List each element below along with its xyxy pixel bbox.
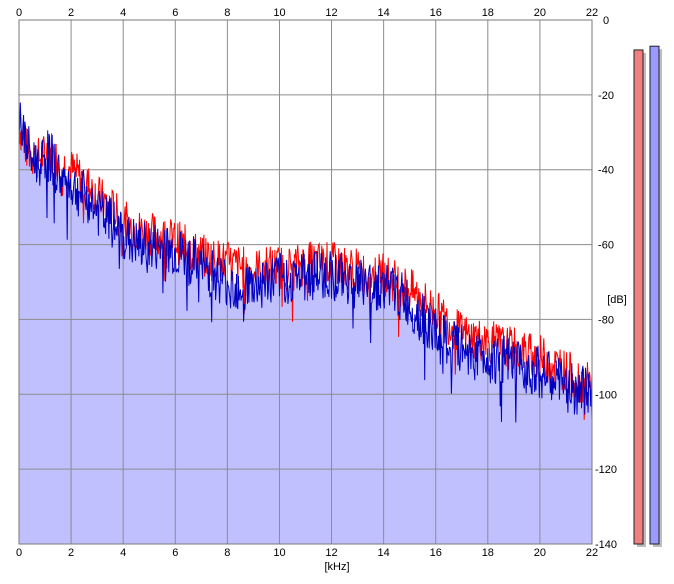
x-tick-label-top: 20: [534, 7, 546, 19]
y-tick-label: -40: [598, 165, 614, 177]
x-tick-label-bottom: 10: [273, 547, 285, 559]
x-tick-label-bottom: 14: [378, 547, 390, 559]
x-tick-label-bottom: 4: [120, 547, 126, 559]
series-lines: [18, 102, 593, 423]
x-tick-label-top: 10: [273, 7, 285, 19]
x-tick-label-bottom: 16: [430, 547, 442, 559]
x-tick-label-top: 0: [16, 7, 22, 19]
x-axis-bottom-ticks: 0 2 4 6 8 10 12 14 16 18 20 22: [16, 547, 598, 559]
y-axis-title: [dB]: [607, 294, 627, 306]
x-tick-label-bottom: 0: [16, 547, 22, 559]
spectrum-fill: [19, 102, 592, 544]
x-tick-label-bottom: 2: [68, 547, 74, 559]
level-meter-left: [633, 49, 644, 545]
x-tick-label-top: 6: [172, 7, 178, 19]
x-tick-label-bottom: 12: [325, 547, 337, 559]
x-axis-top-ticks: 0 2 4 6 8 10 12 14 16 18 20 22: [16, 7, 598, 19]
level-meter-right: [649, 45, 660, 545]
plot-border: [18, 19, 593, 545]
y-tick-label: -140: [595, 539, 617, 551]
series-line-blue: [18, 102, 593, 423]
spectrum-fill-area: [19, 102, 592, 544]
y-tick-label: -80: [598, 314, 614, 326]
x-tick-label-top: 2: [68, 7, 74, 19]
x-tick-label-bottom: 22: [586, 547, 598, 559]
x-tick-label-top: 18: [482, 7, 494, 19]
y-tick-label: 0: [603, 15, 609, 27]
plot-frame: [18, 19, 593, 545]
x-tick-label-top: 4: [120, 7, 126, 19]
y-tick-label: -120: [595, 464, 617, 476]
x-tick-label-bottom: 20: [534, 547, 546, 559]
x-tick-label-top: 8: [224, 7, 230, 19]
y-tick-label: -100: [595, 389, 617, 401]
x-tick-label-top: 12: [325, 7, 337, 19]
x-tick-label-bottom: 8: [224, 547, 230, 559]
y-axis-ticks: 0 -20 -40 -60 -80 -100 -120 -140: [595, 15, 617, 551]
x-tick-label-bottom: 6: [172, 547, 178, 559]
x-tick-label-bottom: 18: [482, 547, 494, 559]
x-tick-label-top: 14: [378, 7, 390, 19]
y-tick-label: -60: [598, 240, 614, 252]
x-tick-label-top: 16: [430, 7, 442, 19]
x-tick-label-top: 22: [586, 7, 598, 19]
y-tick-label: -20: [598, 90, 614, 102]
x-axis-title: [kHz]: [324, 561, 349, 573]
level-meters: [633, 45, 662, 547]
